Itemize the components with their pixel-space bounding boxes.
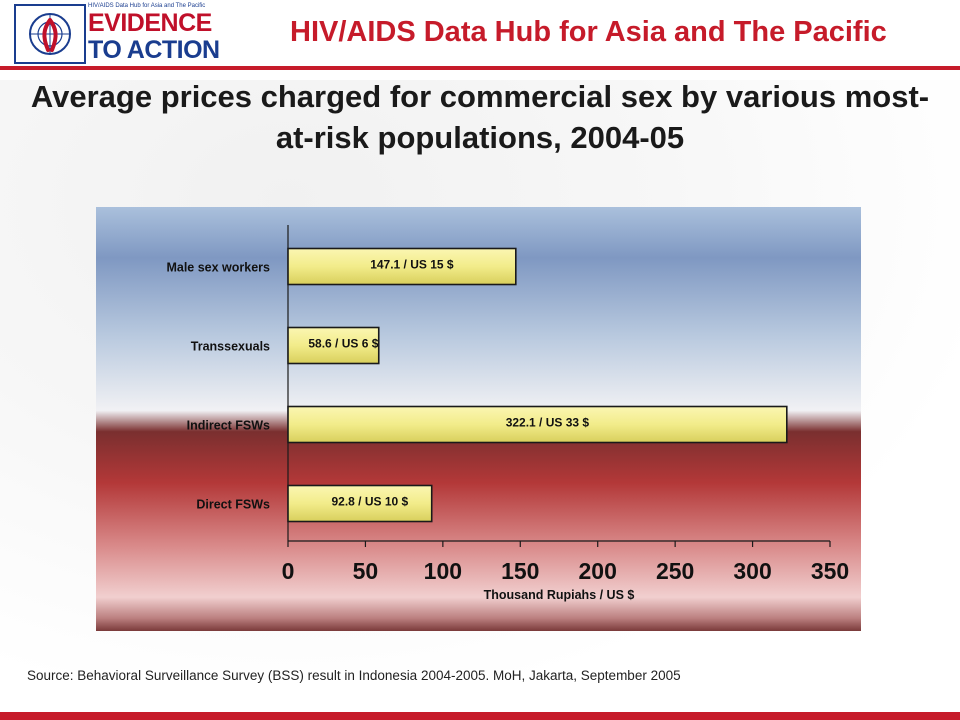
bar-data-label: 58.6 / US 6 $ [308, 337, 378, 351]
x-tick-label: 0 [282, 558, 295, 584]
bar-chart: 0 50 100 150 200 250 300 350 Thousand Rupiahs / … [96, 207, 861, 631]
header: HIV/AIDS Data Hub for Asia and The Pacif… [0, 0, 960, 70]
category-label: Indirect FSWs [187, 419, 270, 433]
bar-data-label: 322.1 / US 33 $ [506, 416, 590, 430]
bar-data-label: 147.1 / US 15 $ [370, 258, 454, 272]
header-divider [0, 66, 960, 70]
un-emblem-logo [14, 4, 86, 64]
x-axis-label: Thousand Rupiahs / US $ [484, 588, 635, 602]
evidence-to-action-logo: HIV/AIDS Data Hub for Asia and The Pacif… [88, 2, 228, 66]
x-tick-label: 50 [353, 558, 379, 584]
bar-direct-fsws [287, 484, 433, 523]
x-tick-label: 300 [733, 558, 771, 584]
category-label: Male sex workers [166, 261, 270, 275]
footer-bar [0, 712, 960, 720]
logo-caption: HIV/AIDS Data Hub for Asia and The Pacif… [88, 3, 206, 9]
x-tick-label: 150 [501, 558, 539, 584]
x-tick-label: 200 [579, 558, 617, 584]
x-tick-label: 100 [424, 558, 462, 584]
logo-line-1: EVIDENCE [88, 9, 212, 37]
slide-title: Average prices charged for commercial se… [30, 79, 930, 155]
category-label: Direct FSWs [196, 498, 270, 512]
category-label: Transsexuals [191, 340, 270, 354]
hub-title: HIV/AIDS Data Hub for Asia and The Pacif… [290, 16, 887, 48]
chart-panel: 0 50 100 150 200 250 300 350 Thousand Rupiahs / … [96, 207, 861, 631]
bar-data-label: 92.8 / US 10 $ [331, 495, 408, 509]
source-note: Source: Behavioral Surveillance Survey (… [27, 668, 681, 683]
logo-line-2: TO ACTION [88, 36, 220, 64]
bar-indirect-fsws [287, 405, 788, 444]
bar-transsexuals [287, 326, 380, 365]
x-tick-label: 350 [811, 558, 849, 584]
bar-male-sex-workers [287, 247, 517, 286]
x-tick-label: 250 [656, 558, 694, 584]
